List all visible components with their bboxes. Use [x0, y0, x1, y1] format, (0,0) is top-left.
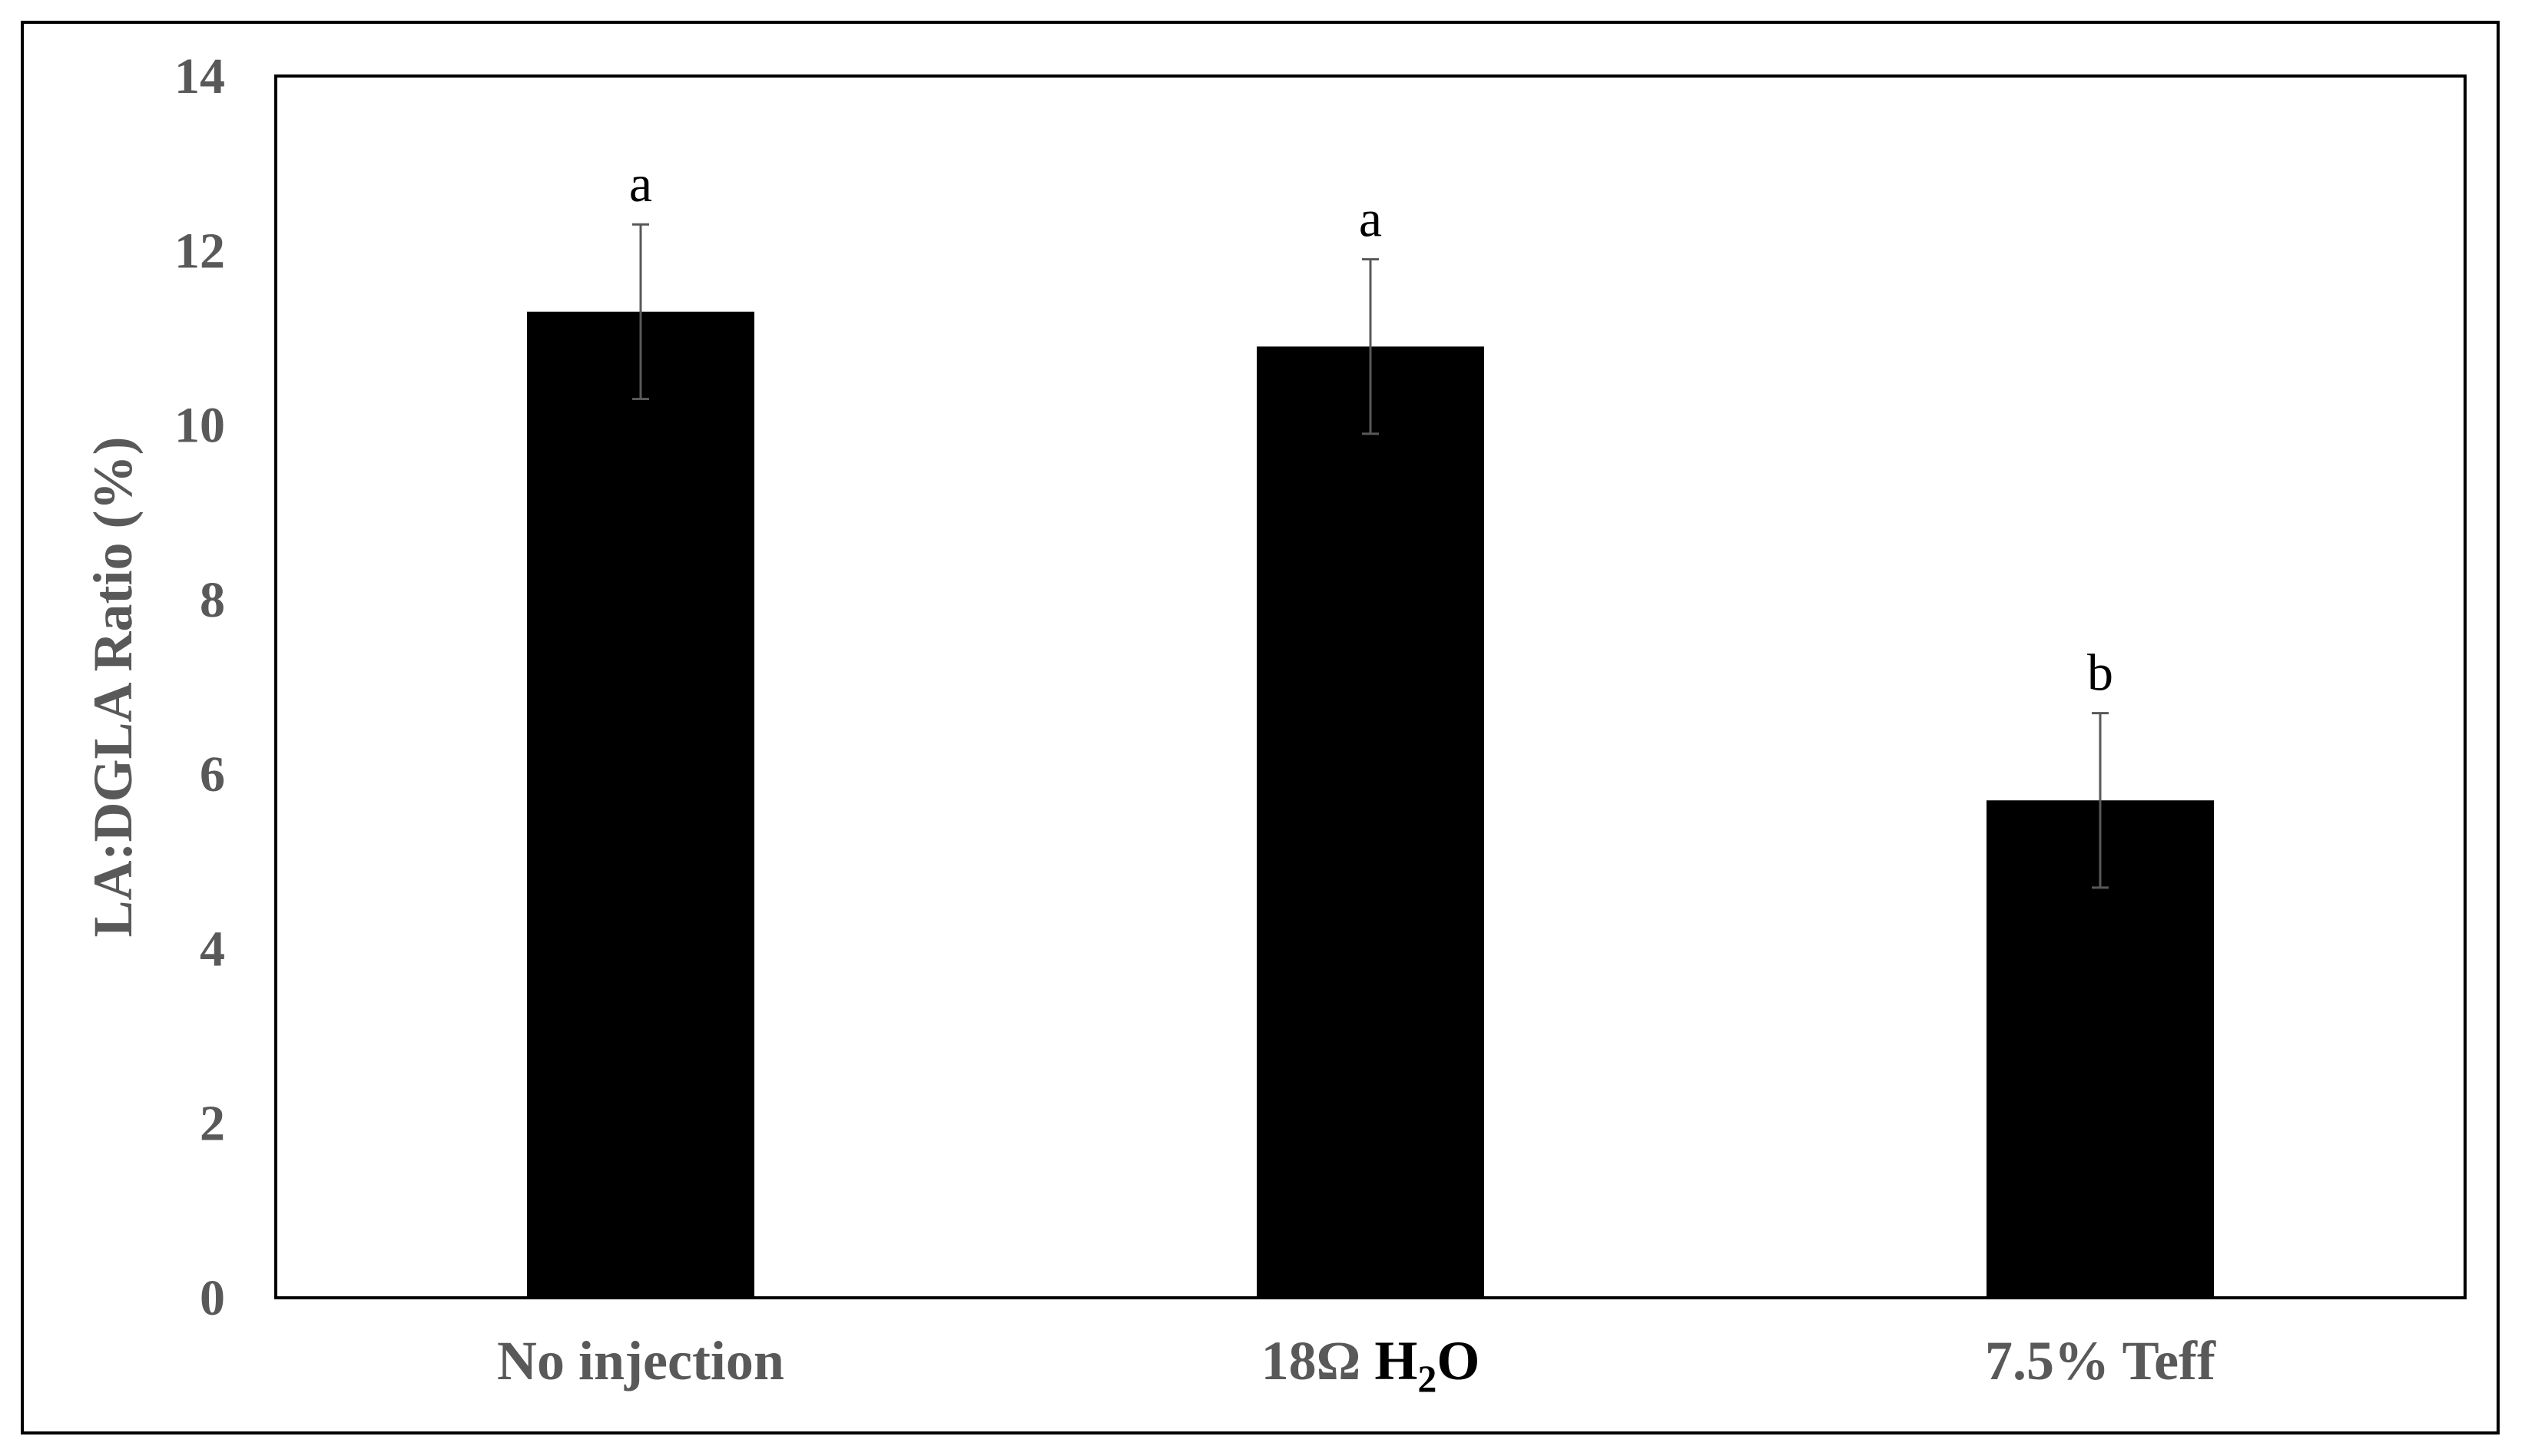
bar-chart: LA:DGLA Ratio (%) 0 2 4 6 8 10 12 14 a a b No inj…	[82, 48, 2467, 1400]
error-bar	[2092, 712, 2109, 889]
category-label-subscript: 2	[1417, 1357, 1436, 1400]
significance-letter: b	[2087, 644, 2113, 702]
significance-letter: a	[1359, 190, 1382, 248]
y-tick-label: 14	[174, 48, 225, 104]
error-bars	[632, 223, 2109, 889]
category-label: 18Ω H2O	[1261, 1330, 1480, 1400]
y-tick-label: 10	[174, 398, 225, 454]
error-bar	[632, 223, 649, 400]
category-label-part: O	[1436, 1330, 1480, 1391]
y-tick-label: 12	[174, 223, 225, 279]
category-label-part: H	[1374, 1330, 1417, 1391]
y-axis-ticks: 0 2 4 6 8 10 12 14	[174, 48, 225, 1326]
y-axis-title: LA:DGLA Ratio (%)	[82, 437, 144, 938]
category-label: 7.5% Teff	[1985, 1330, 2216, 1391]
category-label: No injection	[497, 1330, 784, 1391]
chart-frame: LA:DGLA Ratio (%) 0 2 4 6 8 10 12 14 a a b No inj…	[21, 21, 2500, 1434]
significance-letter: a	[629, 154, 652, 213]
category-labels: No injection 18Ω H2O 7.5% Teff	[497, 1330, 2216, 1400]
category-label-part: 7.5% Teff	[1985, 1330, 2216, 1391]
category-label-part: No injection	[497, 1330, 784, 1391]
y-tick-label: 0	[200, 1270, 225, 1326]
bar	[527, 311, 754, 1299]
error-bar	[1362, 258, 1379, 435]
y-tick-label: 2	[200, 1096, 225, 1152]
y-tick-label: 4	[200, 921, 225, 977]
bar	[1257, 346, 1484, 1298]
significance-letters: a a b	[629, 154, 2113, 701]
bars	[527, 311, 2214, 1299]
y-tick-label: 6	[200, 746, 225, 802]
category-label-part: 18Ω	[1261, 1330, 1375, 1391]
y-tick-label: 8	[200, 572, 225, 628]
